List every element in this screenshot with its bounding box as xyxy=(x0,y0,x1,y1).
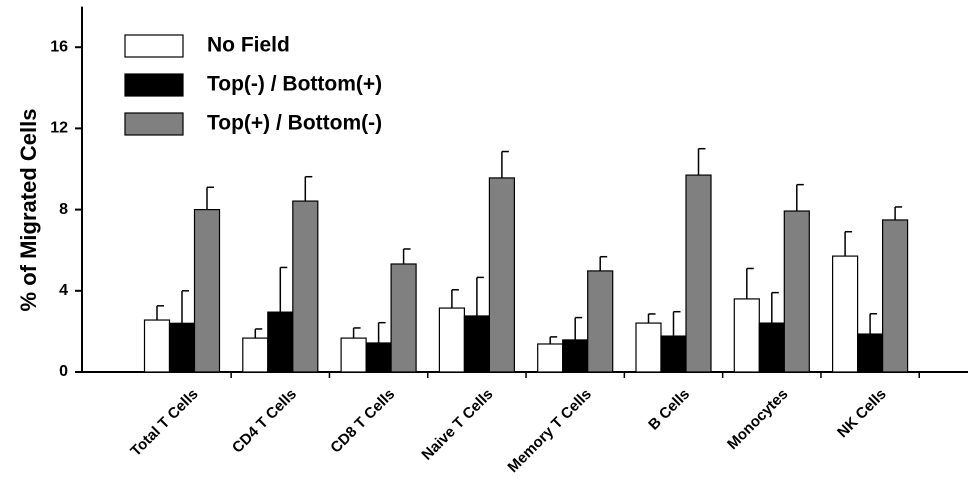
bar xyxy=(685,174,712,373)
x-tick-label: B Cells xyxy=(645,386,693,434)
x-tick-label: CD8 T Cells xyxy=(327,386,398,457)
x-tick-label: CD4 T Cells xyxy=(229,386,300,457)
bar xyxy=(562,339,589,373)
bar xyxy=(340,337,367,373)
bar xyxy=(365,342,392,373)
x-tick-label: Monocytes xyxy=(724,386,791,453)
bar xyxy=(267,311,294,373)
bar xyxy=(463,315,490,373)
x-tick-label: NK Cells xyxy=(834,386,890,442)
bar xyxy=(143,319,171,373)
legend-swatch xyxy=(124,112,184,136)
y-tick-label: 0 xyxy=(59,363,68,380)
legend-label: Top(-) / Bottom(+) xyxy=(207,73,382,96)
bar xyxy=(831,255,859,373)
bar xyxy=(488,177,515,373)
x-tick-label: Total T Cells xyxy=(127,386,201,460)
bar xyxy=(856,333,884,373)
bar xyxy=(881,219,909,373)
bar xyxy=(438,307,465,373)
bar xyxy=(660,335,687,373)
y-tick-label: 16 xyxy=(50,38,68,55)
bar xyxy=(168,322,196,373)
bar xyxy=(193,209,221,373)
bar xyxy=(783,210,810,373)
y-tick-label: 8 xyxy=(59,201,68,218)
y-axis-label: % of Migrated Cells xyxy=(16,109,41,312)
legend-swatch xyxy=(124,34,184,58)
bar xyxy=(242,337,269,373)
legend-label: No Field xyxy=(207,34,290,57)
bar xyxy=(390,263,417,373)
bar xyxy=(733,298,760,373)
bar xyxy=(587,270,614,373)
x-tick-label: Naive T Cells xyxy=(418,386,496,464)
bar xyxy=(758,322,785,373)
y-tick-label: 12 xyxy=(50,120,68,137)
x-tick-label: Memory T Cells xyxy=(504,386,594,476)
legend-swatch xyxy=(124,73,184,97)
legend-label: Top(+) / Bottom(-) xyxy=(207,112,382,135)
bar xyxy=(537,343,564,373)
y-tick-label: 4 xyxy=(59,282,68,299)
bar xyxy=(635,322,662,373)
bar xyxy=(292,200,319,373)
